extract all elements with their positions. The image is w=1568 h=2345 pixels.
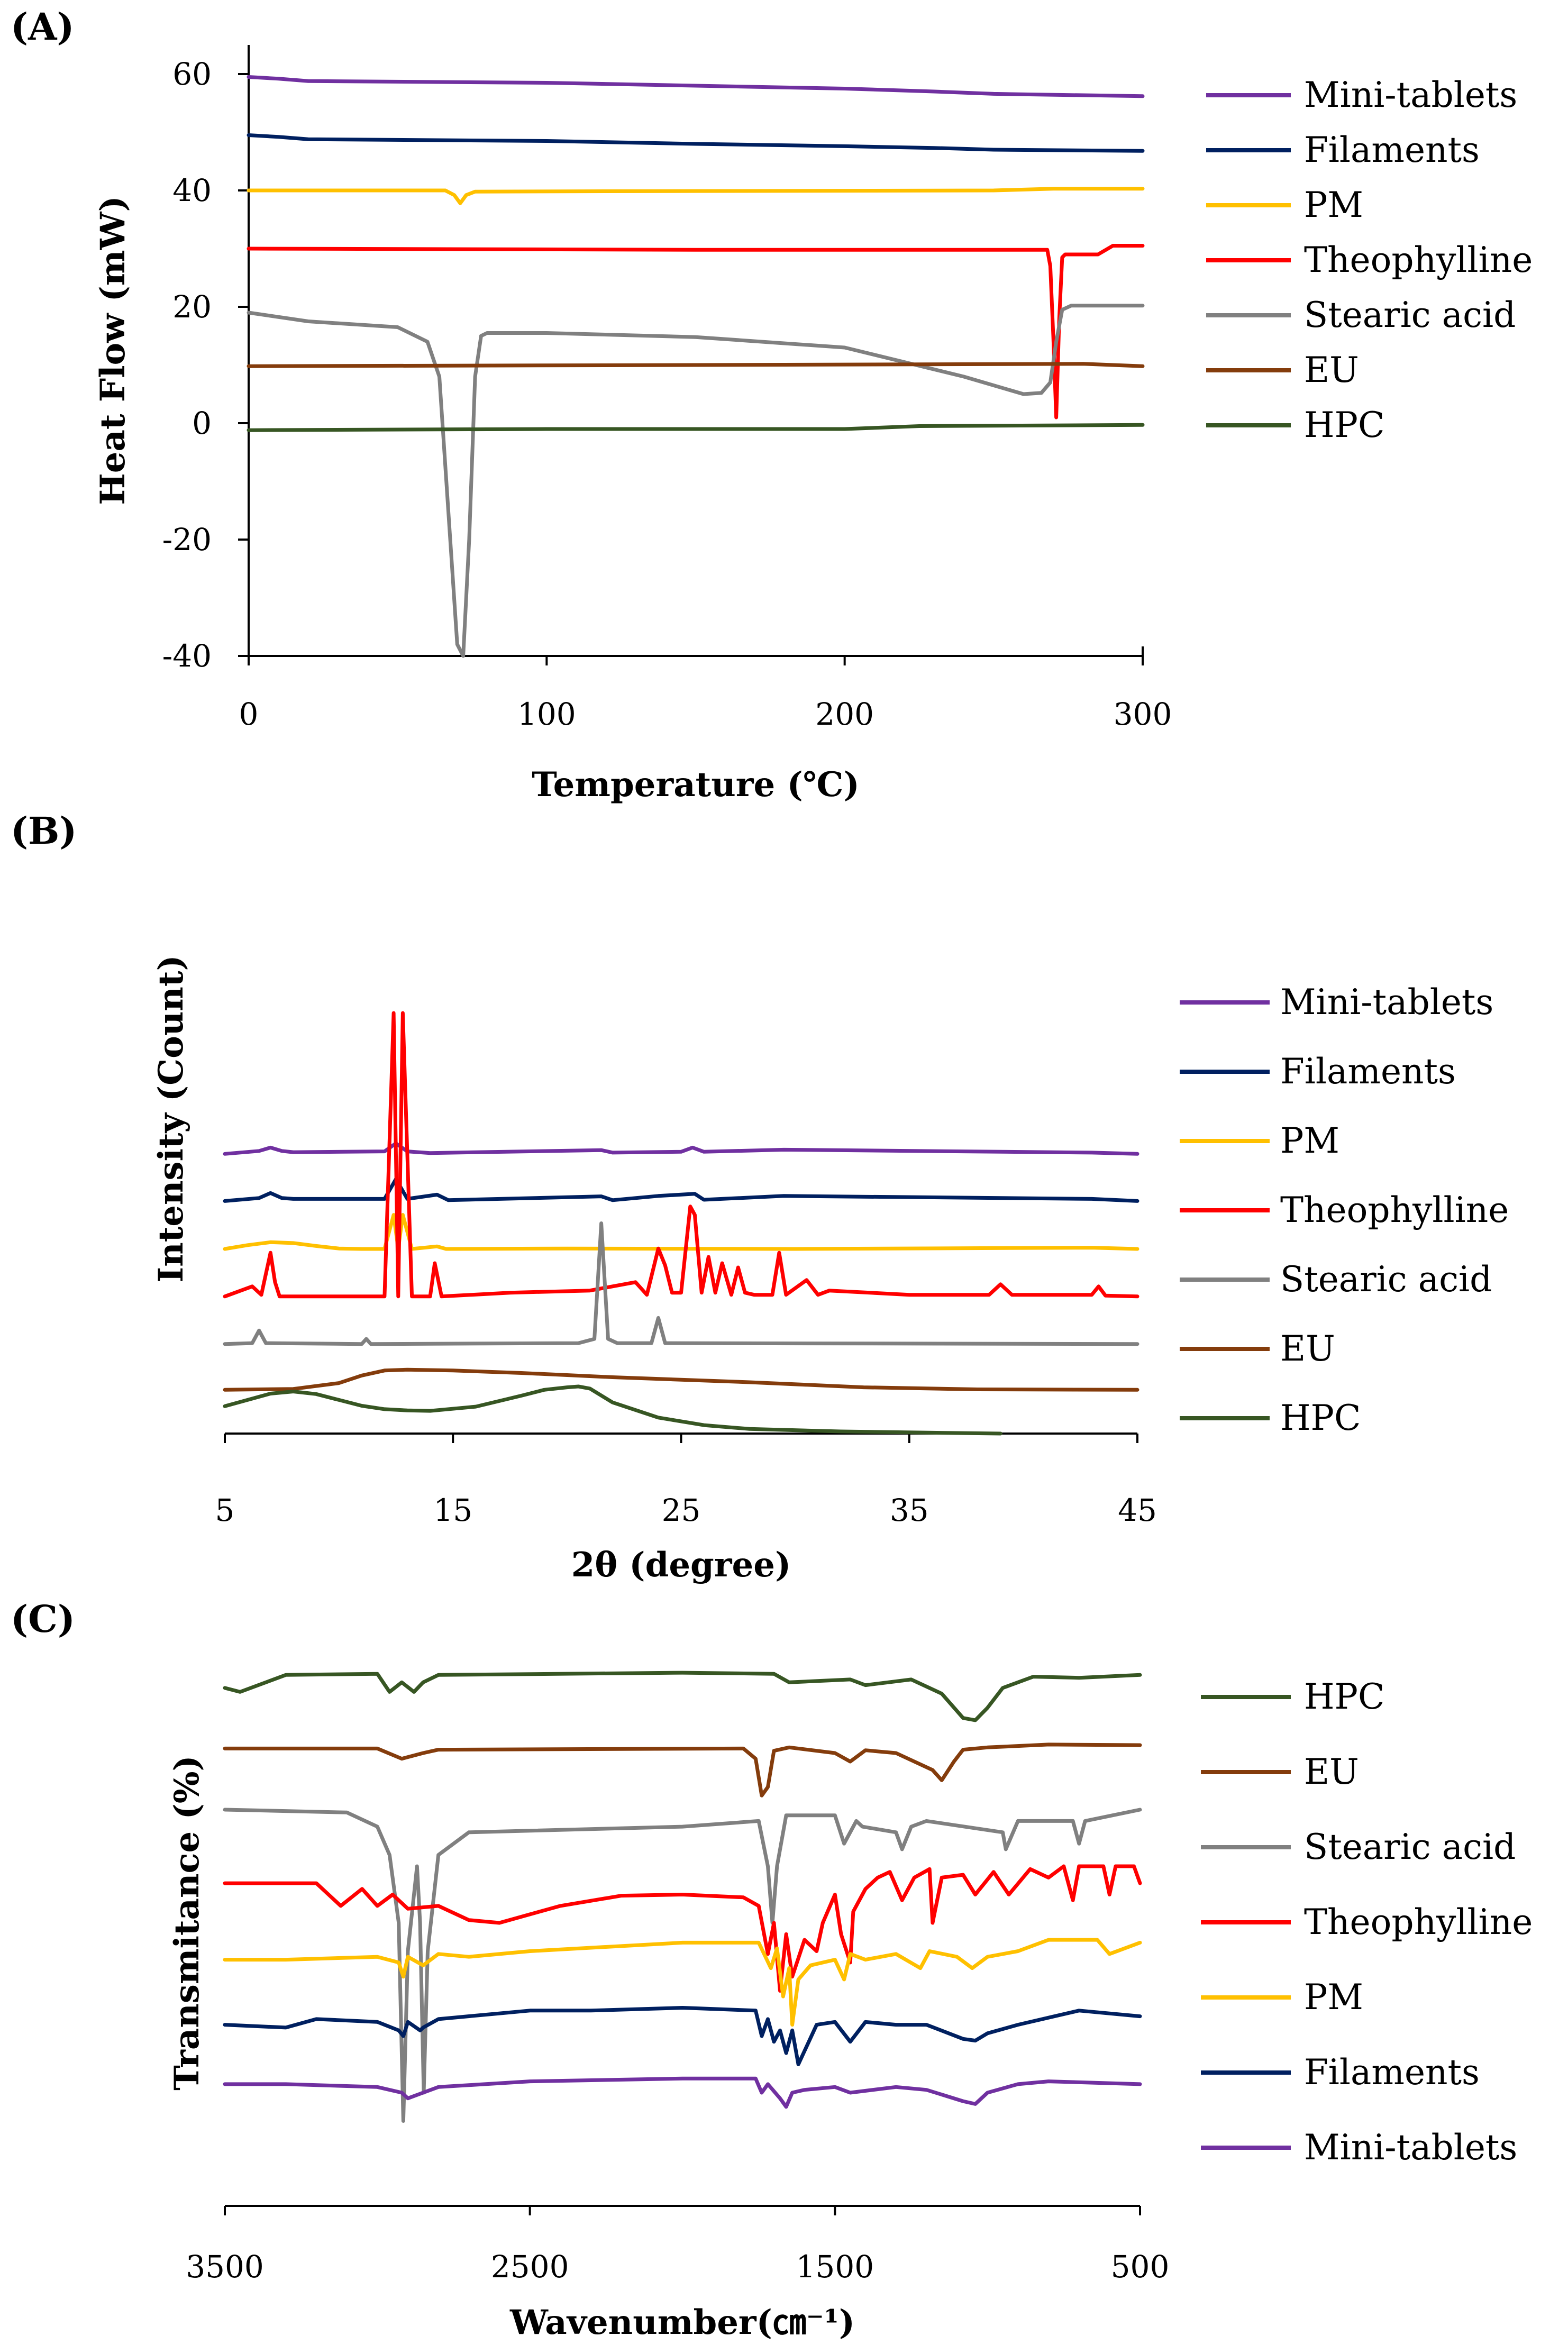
panel-c-x-axis-title: Wavenumber(㎝⁻¹) xyxy=(509,2303,855,2342)
panel-c-series-stearic-acid xyxy=(223,1808,1142,2123)
panel-b-legend-label-eu: EU xyxy=(1280,1328,1335,1369)
panel-b-series-stearic-acid xyxy=(223,1221,1139,1346)
panel-b-x-tick-label: 15 xyxy=(433,1492,472,1528)
panel-a-y-tick-label: -20 xyxy=(162,522,212,558)
panel-b-legend-label-stearic-acid: Stearic acid xyxy=(1280,1259,1492,1300)
panel-c-series-pm xyxy=(223,1938,1142,2027)
panel-b-series-filaments xyxy=(223,1177,1139,1203)
panel-a-x-tick-label: 100 xyxy=(517,696,576,732)
panel-b-series-group xyxy=(223,1011,1139,1436)
panel-b-legend-label-pm: PM xyxy=(1280,1120,1339,1161)
panel-a-y-tick-label: -40 xyxy=(162,638,212,674)
panel-b-x-tick-label: 45 xyxy=(1118,1492,1157,1528)
panel-b-x-tick-label: 35 xyxy=(890,1492,929,1528)
panel-a-legend-label-mini-tablets: Mini-tablets xyxy=(1304,75,1517,115)
panel-b-x-tick-label: 5 xyxy=(215,1492,235,1528)
panel-a-legend-label-theophylline: Theophylline xyxy=(1304,240,1533,280)
panel-a-series-mini-tablets xyxy=(247,75,1145,98)
panel-c-legend: HPC EU Stearic acid Theophylline PM Filaments… xyxy=(1201,1676,1533,2168)
panel-a-series-hpc xyxy=(247,423,1145,432)
panel-a-x-tick-label: 300 xyxy=(1114,696,1172,732)
panel-a-y-tick-label: 40 xyxy=(172,172,212,208)
panel-c-series-group xyxy=(223,1671,1142,2123)
panel-a-x-axis-title: Temperature (℃) xyxy=(532,765,859,805)
panel-b-label: (B) xyxy=(11,809,77,853)
panel-c-series-hpc xyxy=(223,1671,1142,1722)
panel-a-series-filaments xyxy=(247,133,1145,153)
panel-c-label: (C) xyxy=(11,1597,75,1641)
panel-b: (B) 5 15 25 35 45 2θ (degree) Intensity (Count… xyxy=(11,809,1509,1585)
panel-c-series-theophylline xyxy=(223,1864,1142,1993)
panel-a-series-eu xyxy=(247,362,1145,368)
panel-a-series-group xyxy=(247,75,1145,658)
panel-a-y-tick-label: 0 xyxy=(192,405,212,441)
panel-c-legend-label-stearic-acid: Stearic acid xyxy=(1304,1827,1516,1867)
panel-a-legend-label-filaments: Filaments xyxy=(1304,130,1480,170)
panel-b-series-pm xyxy=(223,1213,1139,1251)
panel-c-x-tick-label: 3500 xyxy=(186,2249,264,2285)
panel-a-y-tick-label: 60 xyxy=(172,56,212,92)
panel-b-series-theophylline xyxy=(223,1011,1139,1299)
panel-c-legend-label-hpc: HPC xyxy=(1304,1676,1384,1717)
panel-a-x-tick-label: 200 xyxy=(815,696,874,732)
panel-c-y-axis-title: Transmitance (%) xyxy=(167,1755,207,2091)
panel-b-legend-label-hpc: HPC xyxy=(1280,1398,1361,1438)
panel-a-legend-label-hpc: HPC xyxy=(1304,405,1384,445)
panel-c-x-tick-label: 500 xyxy=(1111,2249,1170,2285)
panel-a-legend: Mini-tablets Filaments PM Theophylline Stear… xyxy=(1206,75,1533,445)
panel-a-series-pm xyxy=(247,187,1145,205)
panel-c-x-tick-label: 2500 xyxy=(491,2249,569,2285)
panel-c-x-tick-label: 1500 xyxy=(796,2249,874,2285)
panel-c-legend-label-eu: EU xyxy=(1304,1751,1359,1792)
panel-b-series-mini-tablets xyxy=(223,1141,1139,1156)
panel-b-x-tick-label: 25 xyxy=(662,1492,701,1528)
panel-b-legend-label-filaments: Filaments xyxy=(1280,1051,1456,1092)
panel-a-legend-label-pm: PM xyxy=(1304,185,1363,225)
panel-a-y-axis-title: Heat Flow (mW) xyxy=(93,196,133,505)
panel-a-x-tick-label: 0 xyxy=(239,696,259,732)
panel-a-legend-label-stearic-acid: Stearic acid xyxy=(1304,295,1516,335)
panel-a-series-stearic-acid xyxy=(247,304,1145,658)
panel-b-y-axis-title: Intensity (Count) xyxy=(151,955,191,1282)
panel-a-label: (A) xyxy=(11,5,75,49)
panel-c-series-eu xyxy=(223,1742,1142,1797)
panel-c-legend-label-theophylline: Theophylline xyxy=(1304,1902,1533,1942)
panel-c-legend-label-filaments: Filaments xyxy=(1304,2052,1480,2093)
panel-b-series-eu xyxy=(223,1367,1139,1392)
panel-c-series-filaments xyxy=(223,2006,1142,2066)
panel-b-legend: Mini-tablets Filaments PM Theophylline Stear… xyxy=(1180,982,1509,1438)
panel-a-legend-label-eu: EU xyxy=(1304,350,1359,390)
panel-c-series-mini-tablets xyxy=(223,2076,1142,2109)
panel-c: (C) 3500 2500 1500 500 Wavenumber(㎝⁻¹) Transm… xyxy=(11,1597,1533,2342)
panel-c-legend-label-pm: PM xyxy=(1304,1977,1363,2018)
panel-b-legend-label-theophylline: Theophylline xyxy=(1280,1190,1509,1230)
panel-a-y-tick-label: 20 xyxy=(172,289,212,325)
panel-b-series-hpc xyxy=(223,1384,1002,1436)
panel-b-x-axis-title: 2θ (degree) xyxy=(571,1545,791,1585)
panel-b-legend-label-mini-tablets: Mini-tablets xyxy=(1280,982,1493,1023)
panel-c-legend-label-mini-tablets: Mini-tablets xyxy=(1304,2127,1517,2168)
panel-a-series-theophylline xyxy=(247,244,1145,419)
